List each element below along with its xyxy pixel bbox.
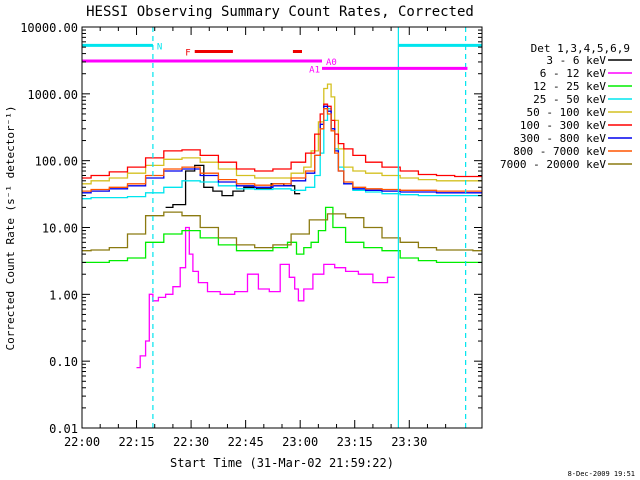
- x-axis: 22:00 22:15 22:30 22:45 23:00 23:15 23:30: [64, 27, 483, 449]
- flag-label-a0: A0: [326, 58, 337, 68]
- x-tick-label: 22:30: [173, 435, 209, 449]
- legend-label-4: 25 - 50 keV: [533, 93, 606, 106]
- chart-title: HESSI Observing Summary Count Rates, Cor…: [86, 4, 474, 20]
- x-tick-label: 22:15: [118, 435, 154, 449]
- series-layer: [82, 83, 482, 369]
- y-tick-label: 10000.00: [20, 21, 78, 35]
- series-line-9: [82, 211, 482, 252]
- legend-label-7: 300 - 800 keV: [520, 132, 606, 145]
- y-tick-label: 0.10: [49, 355, 78, 369]
- footer-date: 8-Dec-2009 19:51: [568, 470, 635, 478]
- legend-label-3: 12 - 25 keV: [533, 80, 606, 93]
- x-axis-label: Start Time (31-Mar-02 21:59:22): [170, 456, 394, 470]
- x-tick-label: 22:45: [228, 435, 264, 449]
- legend-label-6: 100 - 300 keV: [520, 119, 606, 132]
- series-line-6: [82, 103, 482, 179]
- legend-label-8: 800 - 7000 keV: [513, 145, 606, 158]
- series-line-3: [82, 206, 482, 264]
- legend-header: Det 1,3,4,5,6,9: [531, 42, 630, 55]
- y-tick-label: 10.00: [42, 222, 78, 236]
- plot-frame: [81, 26, 483, 429]
- x-tick-label: 22:00: [64, 435, 100, 449]
- flag-label-n: N: [157, 42, 162, 52]
- flag-label-f: F: [185, 48, 190, 58]
- legend-label-2: 6 - 12 keV: [540, 67, 607, 80]
- x-tick-label: 23:15: [337, 435, 373, 449]
- y-tick-label: 0.01: [49, 422, 78, 436]
- y-tick-label: 1000.00: [27, 88, 78, 102]
- legend-label-1: 3 - 6 keV: [546, 54, 606, 67]
- series-line-2: [136, 226, 395, 369]
- y-tick-label: 100.00: [35, 155, 78, 169]
- y-axis: 0.01 0.10 1.00 10.00 100.00 1000.00 10000.00: [20, 21, 482, 436]
- legend-label-5: 50 - 100 keV: [527, 106, 607, 119]
- flag-labels: N F A0 A1: [157, 42, 337, 75]
- y-tick-label: 1.00: [49, 288, 78, 302]
- x-tick-label: 23:30: [391, 435, 427, 449]
- annotation-layer: [82, 27, 482, 428]
- series-line-5: [82, 83, 482, 185]
- x-tick-label: 23:00: [282, 435, 318, 449]
- flag-label-a1: A1: [309, 65, 320, 75]
- series-line-4: [82, 108, 482, 200]
- legend-label-9: 7000 - 20000 keV: [500, 158, 606, 171]
- series-line-8: [82, 108, 482, 192]
- y-axis-label: Corrected Count Rate (s⁻¹ detector⁻¹): [4, 105, 17, 350]
